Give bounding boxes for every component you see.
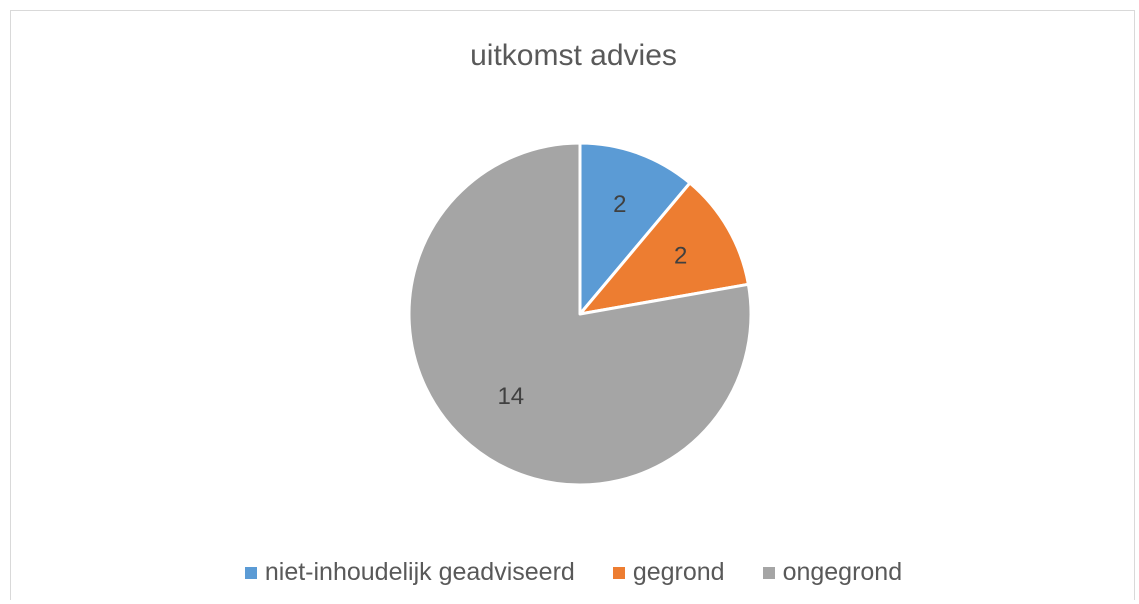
legend-label-gegrond: gegrond — [632, 558, 725, 586]
legend-label-ongegrond: ongegrond — [782, 558, 903, 586]
data-label-ongegrond: 14 — [497, 383, 524, 410]
pie-chart: 2 2 14 — [407, 141, 753, 487]
chart-title: uitkomst advies — [470, 39, 677, 72]
legend-label-niet-inhoudelijk: niet-inhoudelijk geadviseerd — [264, 558, 575, 586]
legend-swatch-gegrond — [612, 566, 625, 579]
pie-slice-niet-inhoudelijk — [578, 141, 692, 316]
legend-swatch-niet-inhoudelijk — [244, 566, 257, 579]
chart-area: uitkomst advies 2 2 14 niet-inhoudelijk ge… — [10, 10, 1135, 600]
legend: niet-inhoudelijk geadviseerd gegrond ong… — [11, 558, 1136, 587]
legend-item-gegrond: gegrond — [612, 558, 725, 587]
legend-item-ongegrond: ongegrond — [762, 558, 903, 587]
pie-slices — [407, 141, 753, 487]
pie-data-labels: 2 2 14 — [497, 191, 687, 410]
data-label-gegrond: 2 — [674, 242, 687, 269]
legend-item-niet-inhoudelijk: niet-inhoudelijk geadviseerd — [244, 558, 575, 587]
pie-slice-gegrond — [578, 181, 750, 316]
pie-slice-ongegrond — [407, 141, 753, 487]
legend-swatch-ongegrond — [762, 566, 775, 579]
data-label-niet-inhoudelijk: 2 — [613, 191, 626, 218]
